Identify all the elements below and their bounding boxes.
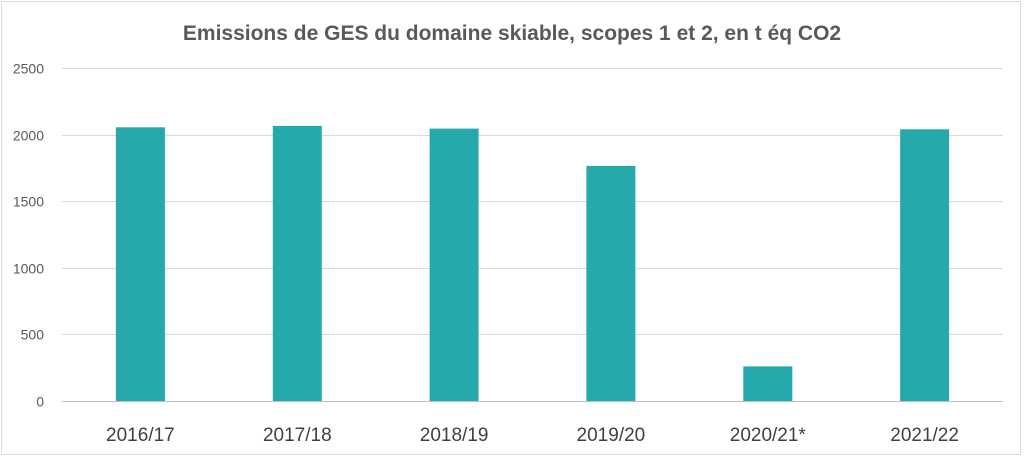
y-tick-label: 500 (21, 327, 45, 343)
y-tick-label: 1500 (13, 194, 44, 210)
y-axis-ticks: 0 500 1000 1500 2000 2500 (13, 61, 44, 410)
x-tick-label: 2017/18 (263, 425, 332, 446)
bars (115, 125, 950, 402)
y-tick-label: 2500 (13, 61, 44, 77)
x-axis-ticks: 2016/17 2017/18 2018/19 2019/20 2020/21* 2021… (106, 425, 959, 446)
y-tick-label: 0 (36, 394, 44, 410)
chart-title: Emissions de GES du domaine skiable, sco… (183, 22, 841, 45)
bar (429, 128, 479, 401)
y-tick-label: 2000 (13, 128, 44, 144)
x-tick-label: 2018/19 (420, 425, 489, 446)
bar (272, 125, 322, 402)
x-tick-label: 2016/17 (106, 425, 175, 446)
x-tick-label: 2020/21* (730, 425, 807, 446)
x-tick-label: 2021/22 (890, 425, 959, 446)
x-tick-label: 2019/20 (577, 425, 646, 446)
gridlines (62, 68, 1003, 402)
bar (586, 165, 636, 401)
bar (115, 127, 165, 402)
y-tick-label: 1000 (13, 261, 44, 277)
bar (743, 366, 793, 401)
bar (900, 129, 950, 402)
